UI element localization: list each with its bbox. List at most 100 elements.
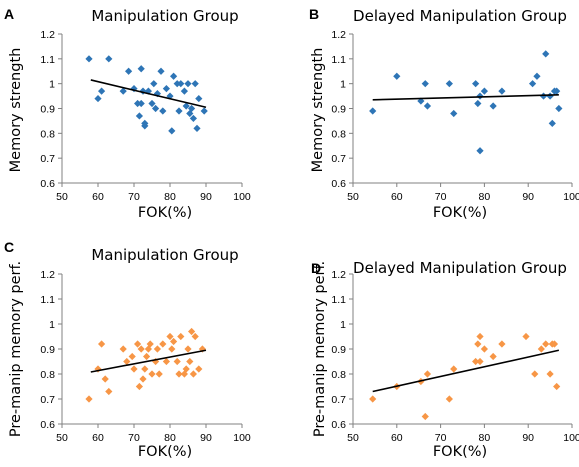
x-tick-label: 70: [128, 191, 140, 203]
data-point: [180, 87, 188, 95]
panel-c-title: Manipulation Group: [91, 246, 238, 264]
data-point: [98, 87, 106, 95]
y-tick-label: 0.7: [331, 153, 346, 165]
panel-c-xlabel: FOK(%): [138, 444, 192, 460]
data-point: [148, 99, 156, 108]
panel-a-title: Manipulation Group: [91, 7, 238, 25]
data-point: [175, 370, 183, 378]
data-point: [450, 109, 458, 118]
y-tick-label: 1.2: [331, 29, 346, 41]
data-point: [143, 352, 151, 361]
data-point: [134, 340, 142, 348]
x-tick-label: 100: [233, 432, 251, 444]
x-tick-label: 80: [164, 191, 176, 203]
data-point: [159, 107, 167, 115]
x-tick-label: 50: [56, 191, 68, 203]
data-point: [141, 365, 149, 373]
data-point: [539, 92, 548, 100]
data-point: [533, 72, 541, 80]
data-point: [123, 357, 131, 366]
x-tick-label: 70: [128, 432, 140, 444]
y-tick-label: 0.9: [40, 344, 55, 356]
data-point: [175, 107, 183, 115]
trendline-a: [90, 79, 207, 109]
y-tick-label: 0.6: [331, 419, 346, 431]
panel-b-plot: 50 60 70 80 90 100 0.6 0.7 0.8 0.9 1 1.1 1.2: [331, 29, 579, 203]
data-point: [170, 337, 178, 346]
data-point: [137, 99, 145, 108]
y-tick-label: 0.6: [40, 419, 55, 431]
y-tick-label: 0.8: [40, 369, 55, 381]
data-point: [125, 67, 133, 75]
panel-d-title: Delayed Manipulation Group: [353, 259, 567, 277]
data-point: [200, 107, 208, 115]
x-tick-label: 60: [92, 191, 104, 203]
data-point: [476, 92, 484, 100]
y-tick-label: 1.1: [40, 294, 55, 306]
data-point: [476, 147, 484, 155]
data-point: [184, 80, 192, 88]
data-point: [155, 370, 163, 378]
panel-b: B Delayed Manipulation Group Memory stre…: [309, 6, 579, 221]
data-point: [445, 395, 453, 403]
data-point: [170, 72, 178, 80]
data-point: [195, 94, 203, 103]
y-tick-label: 1.2: [331, 269, 346, 281]
data-point: [553, 382, 561, 391]
data-point: [130, 365, 138, 373]
y-tick-label: 0.8: [331, 128, 346, 140]
x-tick-label: 90: [200, 432, 212, 444]
x-tick-label: 70: [435, 191, 447, 203]
y-tick-label: 0.7: [40, 394, 55, 406]
data-point: [137, 345, 145, 353]
data-point: [173, 357, 181, 366]
data-point: [445, 80, 453, 88]
data-point: [139, 375, 147, 383]
data-point: [137, 65, 145, 73]
y-tick-label: 1: [49, 79, 55, 91]
data-point: [393, 72, 401, 80]
data-point: [480, 345, 488, 353]
y-tick-label: 1.1: [331, 294, 346, 306]
x-tick-label: 80: [479, 432, 491, 444]
data-point: [189, 370, 197, 378]
data-point: [182, 102, 190, 110]
y-tick-label: 1: [340, 79, 346, 91]
data-point: [166, 332, 174, 341]
y-tick-label: 0.6: [40, 178, 55, 190]
data-point: [476, 332, 484, 341]
data-point: [191, 80, 199, 88]
data-point: [193, 124, 201, 132]
data-point: [119, 87, 127, 95]
trendline-c: [90, 349, 207, 373]
data-point: [369, 395, 377, 403]
data-point: [474, 340, 482, 348]
data-point: [135, 382, 143, 391]
panel-d: D Delayed Manipulation Group Pre-manip m…: [311, 259, 579, 460]
data-point: [489, 102, 497, 110]
data-point: [177, 80, 185, 88]
data-point: [474, 99, 482, 108]
data-point: [450, 365, 458, 373]
data-point: [177, 332, 185, 341]
y-tick-label: 1: [49, 319, 55, 331]
panel-c: C Manipulation Group Pre-manip memory pe…: [4, 239, 251, 460]
data-point: [184, 345, 192, 353]
data-point: [85, 395, 93, 403]
data-point: [139, 87, 147, 95]
y-tick-label: 1.2: [40, 269, 55, 281]
panel-a-plot: 50 60 70 80 90 100 0.6 0.7 0.8 0.9 1 1.1 1.2: [40, 29, 251, 203]
y-tick-label: 0.9: [331, 344, 346, 356]
x-tick-label: 60: [92, 432, 104, 444]
data-point: [472, 80, 480, 88]
data-point: [546, 92, 554, 100]
y-tick-label: 0.9: [331, 104, 346, 116]
x-tick-label: 70: [435, 432, 447, 444]
y-tick-label: 1.1: [331, 54, 346, 66]
x-tick-label: 50: [347, 432, 359, 444]
data-point: [182, 365, 190, 373]
panel-letter-d: D: [311, 260, 321, 276]
data-point: [537, 345, 545, 353]
x-tick-label: 60: [391, 432, 403, 444]
